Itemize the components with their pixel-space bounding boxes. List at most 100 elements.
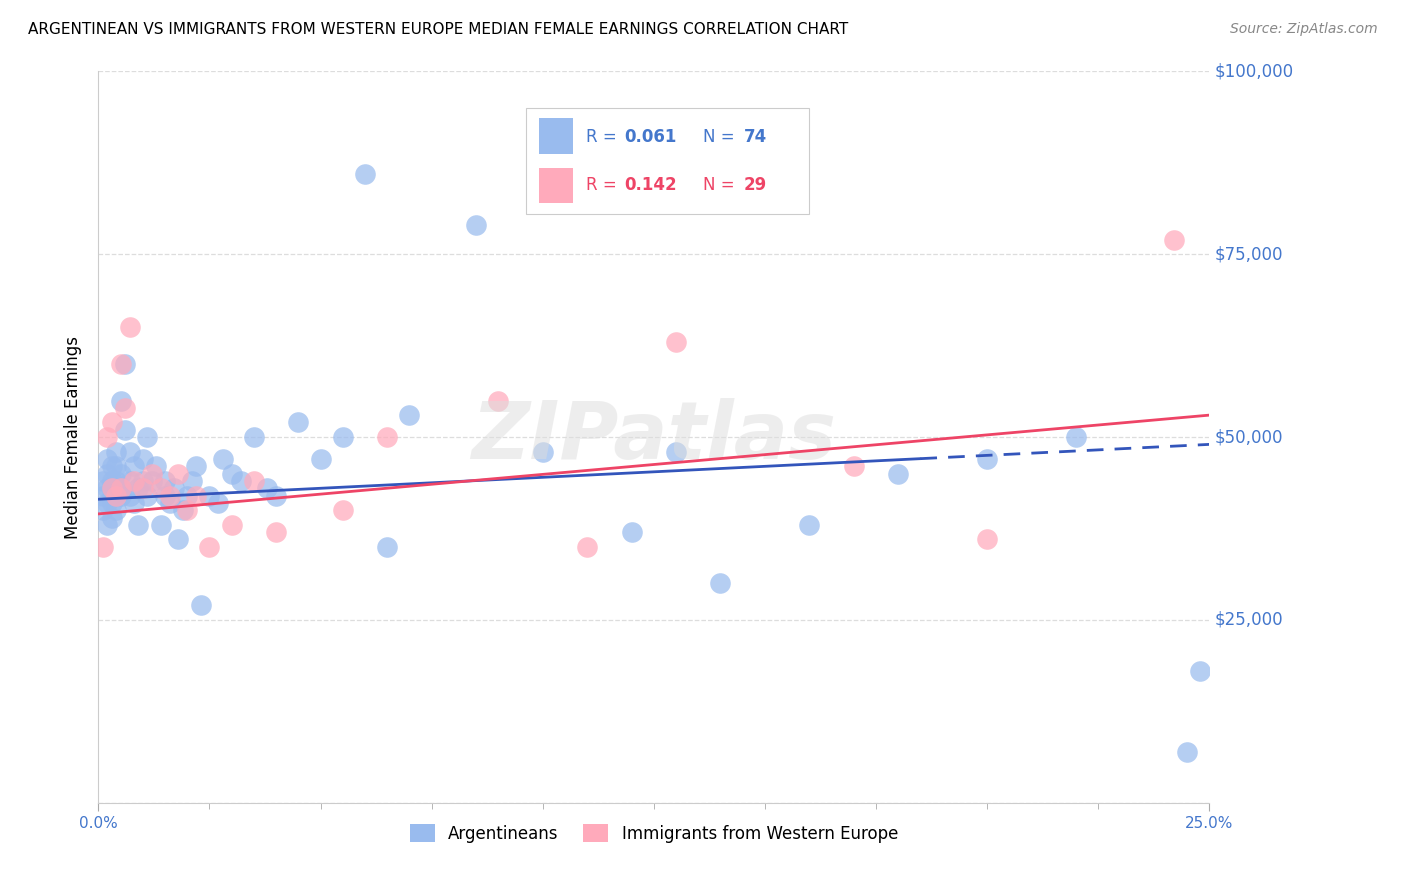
Point [114, 423, 136, 437]
Point [620, 525, 643, 540]
Point [287, 416, 309, 430]
Point [105, 489, 128, 503]
Point [198, 540, 221, 554]
Text: $25,000: $25,000 [1215, 611, 1284, 629]
Point [264, 525, 287, 540]
Point [159, 496, 181, 510]
Y-axis label: Median Female Earnings: Median Female Earnings [65, 335, 83, 539]
Bar [540, 169, 572, 203]
Point [110, 481, 132, 495]
Point [136, 430, 159, 444]
Point [110, 393, 132, 408]
Text: N =: N = [703, 176, 740, 194]
Point [309, 452, 332, 467]
Point [976, 452, 998, 467]
Point [172, 503, 194, 517]
Text: Source: ZipAtlas.com: Source: ZipAtlas.com [1230, 22, 1378, 37]
Point [96, 517, 118, 532]
Point [375, 430, 398, 444]
Text: 0.142: 0.142 [624, 176, 676, 194]
Point [665, 334, 688, 349]
Point [100, 416, 122, 430]
Point [1189, 664, 1212, 678]
FancyBboxPatch shape [526, 108, 810, 214]
Point [176, 489, 198, 503]
Point [398, 408, 420, 422]
Text: $100,000: $100,000 [1215, 62, 1294, 80]
Point [799, 517, 821, 532]
Point [96, 481, 118, 495]
Point [110, 489, 132, 503]
Point [122, 459, 145, 474]
Point [176, 503, 198, 517]
Point [145, 459, 167, 474]
Point [1163, 233, 1185, 247]
Point [163, 481, 186, 495]
Point [96, 496, 118, 510]
Point [243, 430, 266, 444]
Point [243, 474, 266, 488]
Point [709, 576, 731, 591]
Point [118, 320, 141, 334]
Point [141, 474, 163, 488]
Point [122, 496, 145, 510]
Point [132, 474, 155, 488]
Point [96, 430, 118, 444]
Point [91, 540, 114, 554]
Point [842, 459, 865, 474]
Point [149, 517, 172, 532]
Point [332, 430, 354, 444]
Bar [540, 119, 572, 153]
Point [1175, 745, 1198, 759]
Point [91, 503, 114, 517]
Text: 74: 74 [744, 128, 768, 146]
Point [332, 503, 354, 517]
Text: ARGENTINEAN VS IMMIGRANTS FROM WESTERN EUROPE MEDIAN FEMALE EARNINGS CORRELATION: ARGENTINEAN VS IMMIGRANTS FROM WESTERN E… [28, 22, 848, 37]
Point [96, 452, 118, 467]
Point [114, 357, 136, 371]
Point [375, 540, 398, 554]
Point [118, 489, 141, 503]
Point [91, 489, 114, 503]
Point [256, 481, 278, 495]
Point [122, 474, 145, 488]
Text: $75,000: $75,000 [1215, 245, 1284, 263]
Point [100, 496, 122, 510]
Point [100, 510, 122, 524]
Point [110, 481, 132, 495]
Point [465, 218, 488, 232]
Point [118, 444, 141, 458]
Point [186, 489, 208, 503]
Point [114, 401, 136, 415]
Point [136, 489, 159, 503]
Point [576, 540, 599, 554]
Point [149, 481, 172, 495]
Point [229, 474, 252, 488]
Point [207, 496, 229, 510]
Text: R =: R = [586, 128, 621, 146]
Point [105, 489, 128, 503]
Point [100, 489, 122, 503]
Point [221, 517, 243, 532]
Text: 29: 29 [744, 176, 768, 194]
Point [1064, 430, 1087, 444]
Point [167, 533, 190, 547]
Point [100, 474, 122, 488]
Point [976, 533, 998, 547]
Point [132, 481, 155, 495]
Point [665, 444, 688, 458]
Point [127, 517, 149, 532]
Point [100, 481, 122, 495]
Point [221, 467, 243, 481]
Point [105, 459, 128, 474]
Point [486, 393, 509, 408]
Point [110, 467, 132, 481]
Point [105, 444, 128, 458]
Point [100, 459, 122, 474]
Point [531, 444, 554, 458]
Text: 0.061: 0.061 [624, 128, 676, 146]
Point [211, 452, 233, 467]
Point [141, 467, 163, 481]
Point [887, 467, 910, 481]
Point [105, 474, 128, 488]
